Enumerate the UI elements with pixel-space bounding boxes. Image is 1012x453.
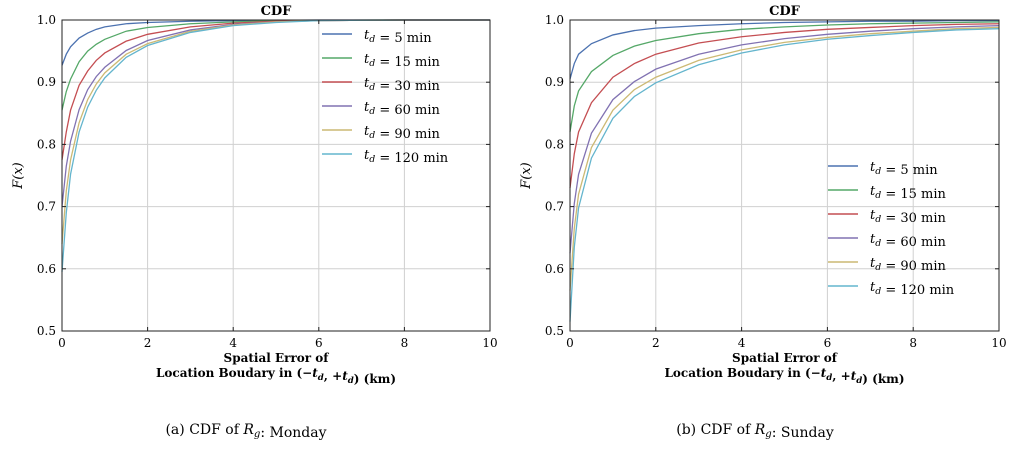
- series-line-5: [569, 28, 1000, 322]
- legend-entry-1: td = 15 min: [364, 52, 441, 70]
- legend: td = 5 min td = 15 min td = 30 min td = 60 …: [828, 160, 955, 298]
- legend-entry-5: td = 120 min: [870, 280, 955, 298]
- x-tick-label: 8: [401, 336, 409, 350]
- y-tick-label: 0.6: [37, 262, 56, 276]
- legend-entry-0: td = 5 min: [364, 28, 432, 46]
- x-tick-label: 8: [909, 336, 917, 350]
- x-tick-label: 2: [144, 336, 152, 350]
- x-tick-label: 10: [991, 336, 1006, 350]
- plot-frame: [61, 19, 491, 332]
- y-tick-label: 1.0: [37, 13, 56, 27]
- series-line-1: [569, 21, 1000, 133]
- legend-entry-4: td = 90 min: [364, 124, 441, 142]
- legend-entry-1: td = 15 min: [870, 184, 947, 202]
- chart-title: CDF: [261, 4, 293, 19]
- x-tick-label: 6: [824, 336, 832, 350]
- y-tick-label: 0.5: [37, 324, 56, 338]
- chart-monday: 0 2 4 6 8 10 0.5 0.6 0.7 0.8 0.9 1.0 CDF Spatial Erro…: [11, 4, 498, 441]
- series-line-3: [569, 24, 1000, 254]
- y-axis-label: F(x): [11, 162, 26, 190]
- x-tick-label: 2: [652, 336, 660, 350]
- plot-frame: [569, 19, 1000, 332]
- series-line-5: [61, 19, 490, 272]
- legend-entry-2: td = 30 min: [870, 208, 947, 226]
- x-tick-label: 0: [58, 336, 66, 350]
- x-tick-label: 6: [315, 336, 323, 350]
- figure-caption: (b) CDF of Rg: Sunday: [676, 422, 834, 441]
- x-axis-label: Location Boudary in (−td, +td) (km): [664, 366, 904, 386]
- legend: td = 5 min td = 15 min td = 30 min td = 60 …: [322, 28, 449, 166]
- chart-title: CDF: [769, 4, 801, 19]
- x-tick-label: 4: [229, 336, 237, 350]
- y-tick-label: 0.8: [545, 137, 564, 151]
- legend-entry-3: td = 60 min: [364, 100, 441, 118]
- x-axis-label: Spatial Error of: [732, 351, 838, 365]
- y-axis-label: F(x): [519, 162, 534, 190]
- y-tick-label: 0.9: [545, 75, 564, 89]
- series-line-0: [569, 19, 999, 80]
- legend-entry-0: td = 5 min: [870, 160, 938, 178]
- y-tick-label: 0.7: [37, 200, 56, 214]
- legend-entry-2: td = 30 min: [364, 76, 441, 94]
- x-tick-label: 4: [738, 336, 746, 350]
- legend-entry-3: td = 60 min: [870, 232, 947, 250]
- legend-entry-5: td = 120 min: [364, 148, 449, 166]
- y-tick-label: 0.7: [545, 200, 564, 214]
- x-axis-label: Spatial Error of: [224, 351, 330, 365]
- y-tick-label: 0.6: [545, 262, 564, 276]
- series-line-4: [569, 26, 1000, 291]
- legend-entry-4: td = 90 min: [870, 256, 947, 274]
- y-tick-label: 0.9: [37, 75, 56, 89]
- figure-caption: (a) CDF of Rg: Monday: [165, 422, 326, 441]
- x-tick-label: 10: [482, 336, 497, 350]
- y-tick-label: 1.0: [545, 13, 564, 27]
- x-tick-label: 0: [566, 336, 574, 350]
- chart-sunday: 0 2 4 6 8 10 0.5 0.6 0.7 0.8 0.9 1.0 CDF Spatial Erro…: [519, 4, 1007, 441]
- series-line-2: [569, 23, 1000, 189]
- y-tick-label: 0.8: [37, 137, 56, 151]
- y-tick-label: 0.5: [545, 324, 564, 338]
- x-axis-label: Location Boudary in (−td, +td) (km): [156, 366, 396, 386]
